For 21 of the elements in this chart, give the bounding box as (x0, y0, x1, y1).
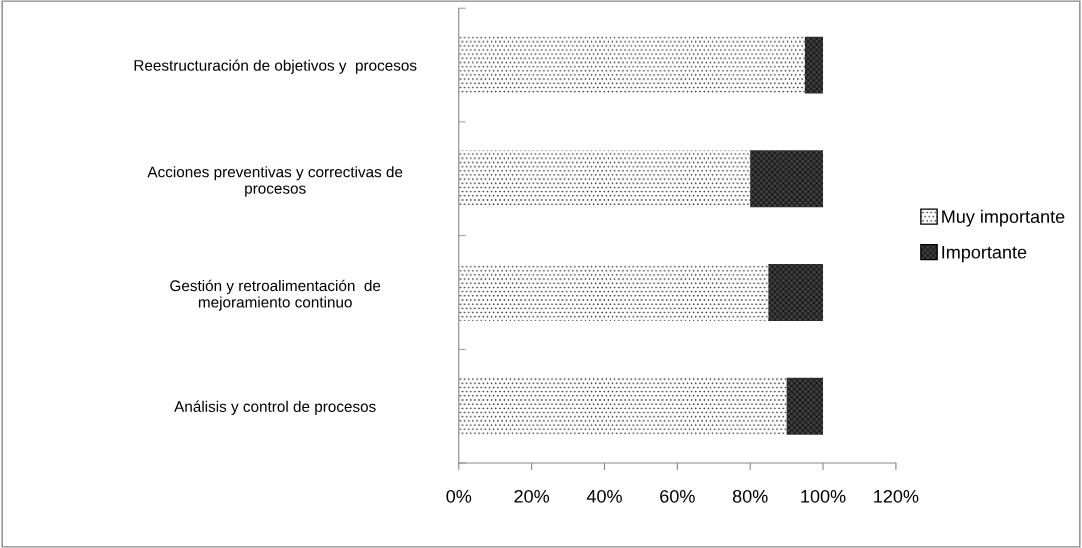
bar (458, 150, 751, 208)
x-tick-label: 40% (586, 489, 622, 503)
x-tick-label: 0% (446, 489, 472, 503)
x-tick-label: 80% (732, 489, 768, 503)
legend-label: Importante (942, 245, 1027, 263)
bar (458, 264, 769, 321)
bar (768, 264, 824, 321)
y-tick-label: Gestión y retroalimentación de mejoramiento continuo (170, 279, 381, 311)
legend-label: Muy importante (942, 209, 1065, 227)
bar (458, 377, 787, 435)
x-tick-label: 100% (801, 489, 846, 503)
x-tick-label: 60% (660, 489, 695, 503)
bar (786, 377, 824, 435)
bar (804, 36, 824, 94)
y-tick-label: Análisis y control de procesos (174, 400, 376, 415)
y-tick-label: Acciones preventivas y correctivas de procesos (147, 166, 403, 197)
x-tick-label: 120% (874, 489, 919, 503)
bar (458, 36, 805, 94)
x-tick-label: 20% (514, 489, 550, 503)
y-tick-label: Reestructuración de objetivos y procesos (134, 59, 417, 74)
bar (750, 150, 824, 208)
